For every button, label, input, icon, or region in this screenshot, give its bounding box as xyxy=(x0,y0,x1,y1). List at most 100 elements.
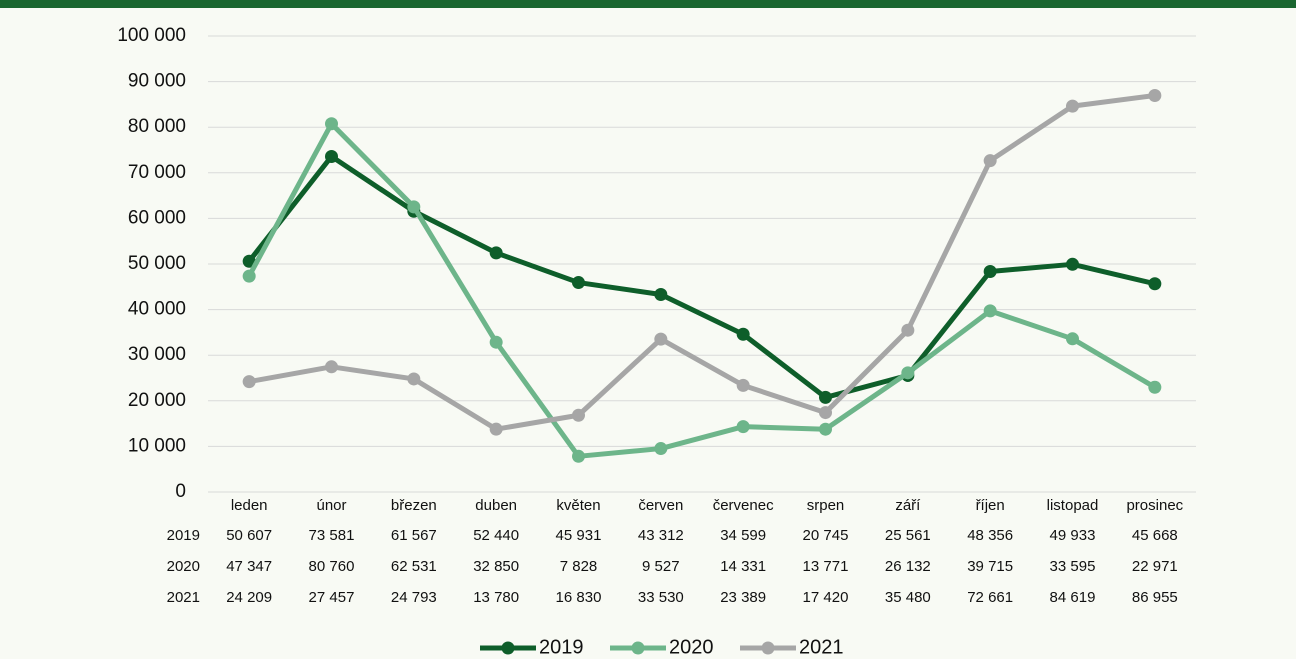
data-point xyxy=(983,264,997,278)
series-line xyxy=(247,153,1156,400)
y-tick-label: 20 000 xyxy=(128,390,186,411)
table-cell: 52 440 xyxy=(473,527,519,544)
table-row-header: 2020 xyxy=(167,558,200,575)
table-cell: 45 931 xyxy=(556,527,602,544)
data-point xyxy=(901,366,915,380)
table-cell: 39 715 xyxy=(967,558,1013,575)
data-point xyxy=(407,372,421,386)
table-cell: 84 619 xyxy=(1050,589,1096,606)
legend-label: 2019 xyxy=(539,636,584,658)
data-point xyxy=(654,332,668,346)
data-point xyxy=(819,422,832,436)
series-line xyxy=(246,121,1157,459)
table-row-header: 2019 xyxy=(167,527,200,544)
table-cell: 72 661 xyxy=(967,589,1013,606)
table-cell: 23 389 xyxy=(720,589,766,606)
table-cell: 43 312 xyxy=(638,527,684,544)
data-point xyxy=(819,390,832,404)
data-point xyxy=(1148,380,1162,394)
data-point xyxy=(901,323,915,337)
table-cell: 73 581 xyxy=(309,527,355,544)
table-cell: 22 971 xyxy=(1132,558,1178,575)
legend-marker xyxy=(631,641,645,655)
y-tick-label: 0 xyxy=(175,481,186,502)
table-cell: 7 828 xyxy=(560,558,598,575)
y-tick-label: 10 000 xyxy=(128,435,186,456)
table-cell: 62 531 xyxy=(391,558,437,575)
data-point xyxy=(1148,88,1162,102)
data-point xyxy=(407,200,421,214)
table-cell: 35 480 xyxy=(885,589,931,606)
table-cell: 27 457 xyxy=(309,589,355,606)
table-cell: 49 933 xyxy=(1050,527,1096,544)
y-tick-label: 30 000 xyxy=(128,344,186,365)
table-cell: 47 347 xyxy=(226,558,272,575)
table-cell: 24 209 xyxy=(226,589,272,606)
y-tick-label: 70 000 xyxy=(128,162,186,183)
data-point xyxy=(654,442,668,456)
x-tick-label: červenec xyxy=(713,497,774,514)
data-point xyxy=(325,360,338,374)
table-cell: 13 771 xyxy=(803,558,849,575)
x-tick-label: říjen xyxy=(976,497,1005,514)
y-tick-label: 90 000 xyxy=(128,71,186,92)
x-tick-label: květen xyxy=(556,497,600,514)
x-tick-label: listopad xyxy=(1047,497,1099,514)
table-cell: 45 668 xyxy=(1132,527,1178,544)
data-point xyxy=(325,117,338,131)
data-point xyxy=(983,304,997,318)
table-cell: 48 356 xyxy=(967,527,1013,544)
table-cell: 50 607 xyxy=(226,527,272,544)
table-row-header: 2021 xyxy=(167,589,200,606)
table-cell: 26 132 xyxy=(885,558,931,575)
data-point xyxy=(654,287,668,301)
data-point xyxy=(572,449,585,463)
y-tick-label: 40 000 xyxy=(128,299,186,320)
data-point xyxy=(489,335,503,349)
table-cell: 61 567 xyxy=(391,527,437,544)
data-point xyxy=(736,420,750,434)
data-point xyxy=(489,246,503,260)
x-tick-label: leden xyxy=(231,497,268,514)
table-cell: 32 850 xyxy=(473,558,519,575)
table-cell: 80 760 xyxy=(309,558,355,575)
data-point xyxy=(489,422,503,436)
x-tick-label: duben xyxy=(475,497,517,514)
y-tick-label: 80 000 xyxy=(128,116,186,137)
table-cell: 86 955 xyxy=(1132,589,1178,606)
table-cell: 13 780 xyxy=(473,589,519,606)
data-point xyxy=(242,254,256,268)
x-tick-label: prosinec xyxy=(1126,497,1183,514)
legend-label: 2020 xyxy=(669,636,714,658)
data-point xyxy=(819,406,832,420)
table-cell: 34 599 xyxy=(720,527,766,544)
table-cell: 20 745 xyxy=(803,527,849,544)
table-cell: 25 561 xyxy=(885,527,931,544)
data-point xyxy=(572,276,585,290)
data-point xyxy=(736,327,750,341)
table-cell: 9 527 xyxy=(642,558,680,575)
table-cell: 33 595 xyxy=(1050,558,1096,575)
data-point xyxy=(325,149,338,163)
x-tick-label: září xyxy=(895,497,921,514)
data-point xyxy=(1066,257,1079,271)
y-tick-label: 100 000 xyxy=(117,25,186,46)
x-tick-label: červen xyxy=(638,497,683,514)
legend-marker xyxy=(761,641,775,655)
data-point xyxy=(1148,277,1162,291)
series-line xyxy=(248,93,1156,432)
table-cell: 17 420 xyxy=(803,589,849,606)
data-point xyxy=(242,269,256,283)
table-cell: 14 331 xyxy=(720,558,766,575)
table-cell: 33 530 xyxy=(638,589,684,606)
data-point xyxy=(983,154,997,168)
data-point xyxy=(1066,332,1079,346)
y-tick-label: 50 000 xyxy=(128,253,186,274)
table-cell: 24 793 xyxy=(391,589,437,606)
data-point xyxy=(1066,99,1079,113)
data-point xyxy=(736,378,750,392)
x-tick-label: březen xyxy=(391,497,437,514)
x-tick-label: srpen xyxy=(807,497,845,514)
y-tick-label: 60 000 xyxy=(128,207,186,228)
